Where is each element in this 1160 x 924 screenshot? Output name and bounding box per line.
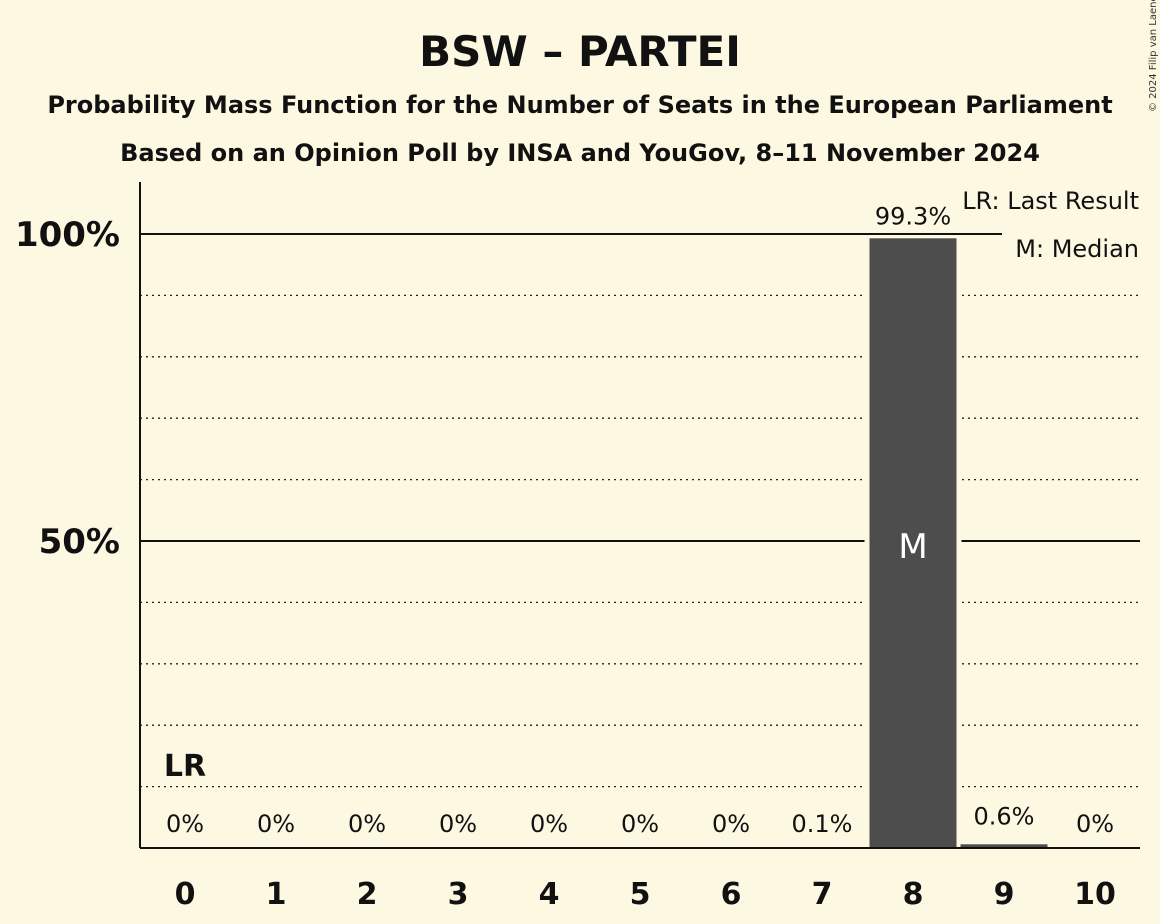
legend-entry: M: Median <box>1015 235 1139 263</box>
y-tick-label: 100% <box>15 215 120 255</box>
data-label: 0% <box>348 810 386 838</box>
data-label: 0.1% <box>792 810 853 838</box>
chart-source-line: Based on an Opinion Poll by INSA and You… <box>120 139 1040 167</box>
x-tick-label: 9 <box>994 877 1015 912</box>
legend: LR: Last Result M: Median <box>954 180 1140 268</box>
legend-background <box>954 180 1140 220</box>
bar-seat-8 <box>869 238 957 849</box>
chart-subtitle: Probability Mass Function for the Number… <box>47 91 1112 119</box>
data-label: 0% <box>1076 810 1114 838</box>
axes <box>139 182 1140 849</box>
x-tick-label: 0 <box>175 877 196 912</box>
data-label: 0% <box>166 810 204 838</box>
median-marker: M <box>898 527 927 567</box>
legend-entry: LR: Last Result <box>962 187 1139 215</box>
data-label: 99.3% <box>875 202 951 230</box>
last-result-marker: LR <box>164 749 206 784</box>
grid-lines <box>140 233 1140 788</box>
legend-background <box>1002 228 1140 268</box>
copyright-note: © 2024 Filip van Laenen <box>1148 0 1159 112</box>
y-tick-label: 50% <box>39 522 120 562</box>
bars <box>778 238 1048 849</box>
data-label: 0% <box>712 810 750 838</box>
data-label: 0% <box>439 810 477 838</box>
x-tick-label: 3 <box>448 877 469 912</box>
data-label: 0.6% <box>974 802 1035 830</box>
x-tick-label: 10 <box>1074 877 1116 912</box>
chart-title: BSW – PARTEI <box>419 27 741 76</box>
x-tick-label: 2 <box>357 877 378 912</box>
labels: 50%100%0 1 2 3 4 5 6 7 8 9 100% 0% 0% 0% 0% 0% 0% 0.1%99.… <box>15 202 1116 912</box>
x-tick-label: 1 <box>266 877 287 912</box>
data-label: 0% <box>530 810 568 838</box>
x-tick-label: 8 <box>903 877 924 912</box>
x-tick-label: 4 <box>539 877 560 912</box>
data-label: 0% <box>257 810 295 838</box>
x-tick-label: 5 <box>630 877 651 912</box>
x-tick-label: 6 <box>721 877 742 912</box>
bar-seat-9 <box>960 844 1048 848</box>
data-label: 0% <box>621 810 659 838</box>
x-tick-label: 7 <box>812 877 833 912</box>
